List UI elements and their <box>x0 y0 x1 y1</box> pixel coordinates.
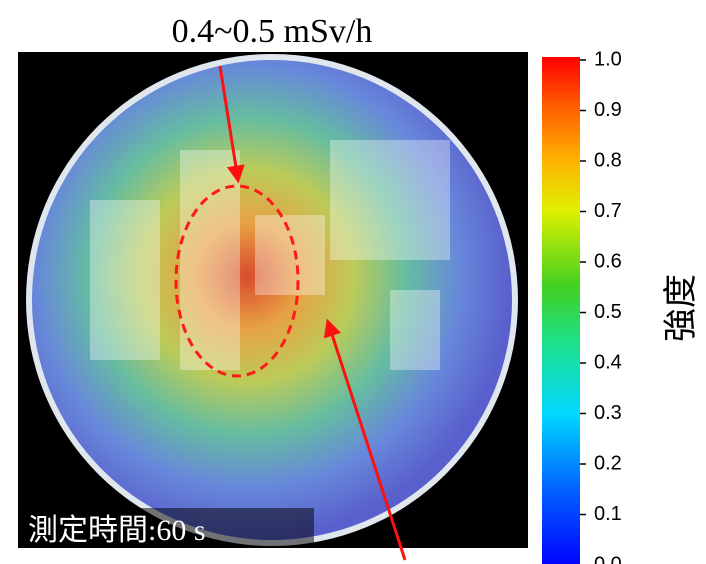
tick-label: 0.2 <box>594 452 622 474</box>
tick-label: 0.5 <box>594 301 622 323</box>
tick-label: 0.8 <box>594 149 622 171</box>
page: 0.4~0.5 mSv/h 測定時間 :60 s 強度 0.0 0.1 0.2 0.3… <box>0 0 706 564</box>
measurement-value: :60 s <box>148 514 206 547</box>
colorbar <box>542 57 580 564</box>
tick-label: 0.6 <box>594 250 622 272</box>
colorbar-label: 強度 <box>662 274 700 342</box>
tick-label: 0.0 <box>594 553 622 564</box>
figure: 0.4~0.5 mSv/h 測定時間 :60 s 強度 0.0 0.1 0.2 0.3… <box>0 0 706 564</box>
tick-label: 0.4 <box>594 351 622 373</box>
tick-label: 0.3 <box>594 402 622 424</box>
tick-label: 0.1 <box>594 503 622 525</box>
measurement-label: 測定時間 <box>28 514 148 547</box>
tick-label: 0.7 <box>594 200 622 222</box>
colorbar-ticks: 0.0 0.1 0.2 0.3 0.4 0.5 0.6 0.7 0.8 0.9 1.0 <box>580 48 622 564</box>
dose-annotation: 0.4~0.5 mSv/h <box>172 13 373 50</box>
tick-label: 0.9 <box>594 99 622 121</box>
tick-label: 1.0 <box>594 48 622 70</box>
